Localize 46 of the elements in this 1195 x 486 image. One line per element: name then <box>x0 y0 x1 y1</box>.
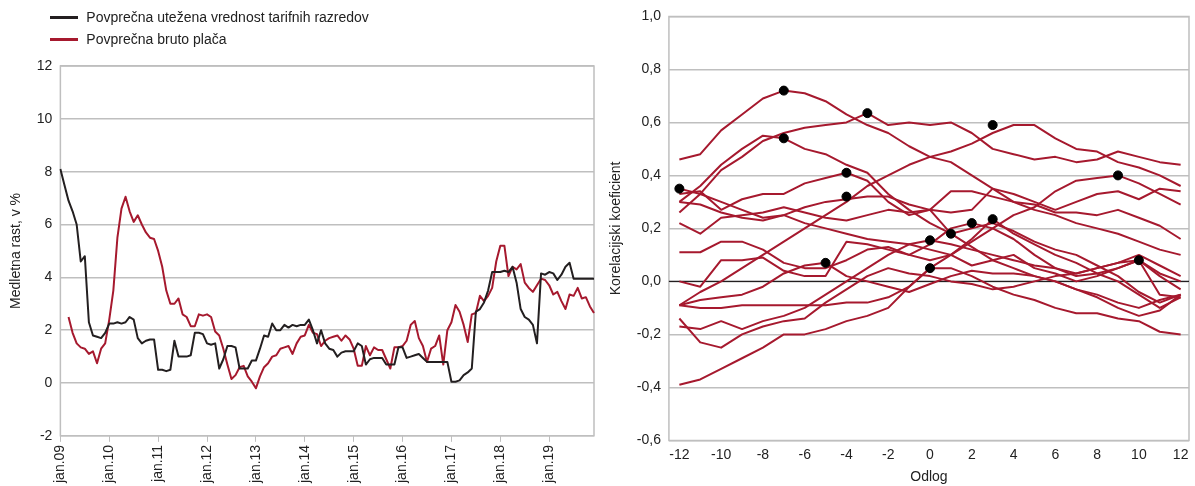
y-tick-label: 12 <box>36 56 53 73</box>
y-tick-label: 0 <box>44 373 53 390</box>
y-axis-title: Medletna rast, v % <box>7 192 24 309</box>
x-tick-label: -10 <box>711 445 732 462</box>
x-tick-label: 4 <box>1009 445 1018 462</box>
y-axis-title: Korelacijski koeficient <box>607 161 624 296</box>
legend-label: Povprečna utežena vrednost tarifnih razredov <box>86 9 369 25</box>
x-tick-label: jan.19 <box>540 444 557 485</box>
x-tick-label: -8 <box>756 445 770 462</box>
y-tick-label: 2 <box>44 321 53 338</box>
y-tick-label: 0,0 <box>641 272 662 289</box>
x-tick-label: jan.18 <box>491 444 508 485</box>
x-tick-label: 10 <box>1131 445 1147 462</box>
x-tick-label: -12 <box>669 445 690 462</box>
y-tick-label: -2 <box>39 426 53 443</box>
y-tick-label: 8 <box>44 162 53 179</box>
y-tick-label: 0,4 <box>641 166 662 183</box>
y-tick-label: 1,0 <box>641 7 662 24</box>
x-tick-label: 2 <box>967 445 976 462</box>
x-tick-label: jan.13 <box>246 444 263 485</box>
y-tick-label: 0,2 <box>641 219 662 236</box>
x-tick-label: jan.14 <box>295 444 312 485</box>
x-tick-label: jan.12 <box>197 444 214 485</box>
y-tick-label: 10 <box>36 109 53 126</box>
x-tick-label: 8 <box>1093 445 1102 462</box>
y-tick-label: 4 <box>44 268 53 285</box>
x-tick-label: -2 <box>882 445 895 462</box>
x-tick-label: -6 <box>798 445 812 462</box>
y-tick-label: 6 <box>44 215 53 232</box>
y-tick-label: 0,8 <box>641 60 662 77</box>
x-tick-label: jan.17 <box>442 444 459 485</box>
x-tick-label: jan.15 <box>344 444 361 485</box>
y-tick-label: -0,2 <box>636 325 662 342</box>
y-tick-label: -0,4 <box>636 378 662 395</box>
x-tick-label: jan.11 <box>149 444 165 483</box>
x-axis-title: Odlog <box>910 468 948 485</box>
x-tick-label: 12 <box>1172 445 1189 462</box>
x-tick-label: jan.09 <box>51 444 68 485</box>
x-tick-label: jan.10 <box>100 444 117 485</box>
legend-label: Povprečna bruto plača <box>86 31 227 47</box>
x-tick-label: jan.16 <box>393 444 410 485</box>
x-tick-label: -4 <box>840 445 853 462</box>
x-tick-label: 0 <box>926 445 935 462</box>
y-tick-label: -0,6 <box>636 431 662 448</box>
y-tick-label: 0,6 <box>641 113 662 130</box>
x-tick-label: 6 <box>1051 445 1060 462</box>
